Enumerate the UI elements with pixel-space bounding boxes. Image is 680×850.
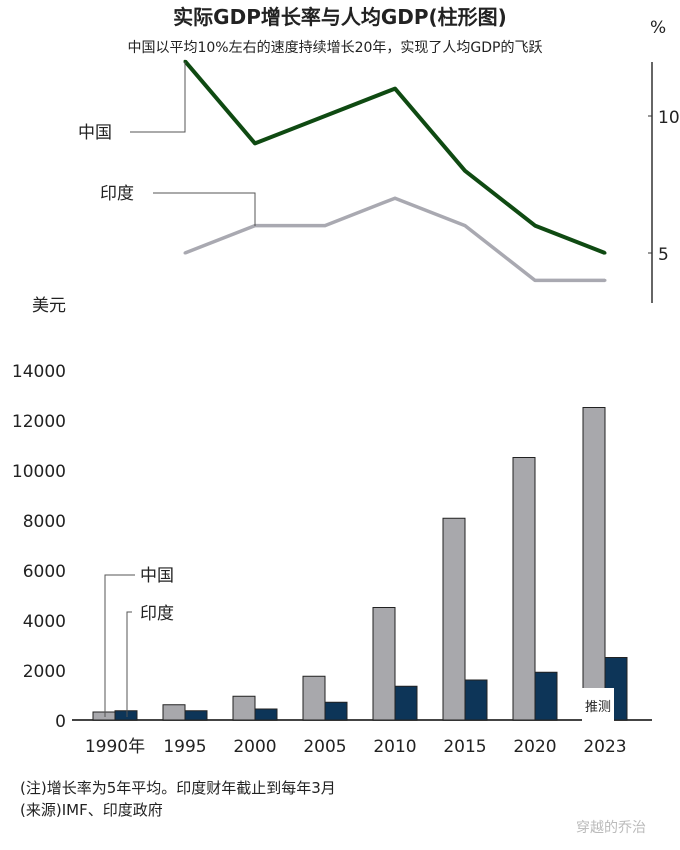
chart-title: 实际GDP增长率与人均GDP(柱形图) — [173, 5, 507, 29]
line-point — [183, 251, 187, 255]
y-tick-label: 2000 — [23, 662, 66, 682]
line-point — [463, 224, 467, 228]
leader-line — [153, 192, 256, 226]
line-point — [533, 278, 537, 282]
line-series-india — [184, 196, 605, 283]
bar-china-2010 — [372, 607, 396, 721]
bar-india-2015 — [464, 679, 488, 721]
legend-china: 中国 — [78, 123, 112, 143]
line-point — [463, 169, 467, 173]
bar-china-1995 — [162, 704, 186, 721]
bar-india-1995 — [184, 710, 208, 721]
chart-subtitle: 中国以平均10%左右的速度持续增长20年，实现了人均GDP的飞跃 — [127, 39, 542, 56]
line-point — [393, 87, 397, 91]
y-tick-label: 8000 — [23, 512, 66, 532]
bar-china-2015 — [442, 517, 466, 721]
y-tick-label: 12000 — [12, 412, 66, 432]
leader-line — [130, 62, 186, 133]
annotation-box — [582, 688, 614, 724]
watermark: 穿越的乔治 — [576, 820, 646, 836]
line-point — [183, 59, 187, 63]
bar-china-2023 — [582, 407, 606, 721]
line-point — [323, 224, 327, 228]
line-point — [603, 278, 607, 282]
legend-india: 印度 — [140, 604, 174, 624]
leader-line — [126, 611, 132, 717]
bar-india-2020 — [534, 671, 558, 721]
x-tick-label: 2020 — [513, 737, 556, 757]
x-tick-label: 2023 — [583, 737, 626, 757]
y-tick-label: 10000 — [12, 462, 66, 482]
x-tick-label: 2015 — [443, 737, 486, 757]
x-tick-label: 2000 — [233, 737, 276, 757]
legend-india: 印度 — [100, 184, 134, 204]
line-point — [253, 141, 257, 145]
line-point — [533, 224, 537, 228]
x-tick-label: 1995 — [163, 737, 206, 757]
leader-line — [104, 574, 135, 717]
line-point — [323, 114, 327, 118]
source-text: (来源)IMF、印度政府 — [20, 801, 163, 819]
annotation-estimate: 推测 — [585, 700, 611, 715]
bar-china-2000 — [232, 695, 256, 721]
y-tick-label: 4000 — [23, 612, 66, 632]
bar-india-2010 — [394, 685, 418, 721]
bar-india-2000 — [254, 708, 278, 721]
bar-india-1990年 — [114, 710, 138, 721]
x-tick-label: 2005 — [303, 737, 346, 757]
note-text: (注)增长率为5年平均。印度财年截止到每年3月 — [20, 779, 336, 797]
line-point — [603, 251, 607, 255]
y-axis-unit: % — [650, 18, 666, 38]
y-tick-label: 6000 — [23, 562, 66, 582]
y-tick-label: 14000 — [12, 362, 66, 382]
bar-china-2020 — [512, 457, 536, 721]
y-tick-label: 0 — [55, 712, 66, 732]
line-point — [393, 196, 397, 200]
bar-chart: 美元 0 2000 4000 6000 8000 10000 12000 14000 1990年 1… — [12, 296, 652, 757]
bar-china-1990年 — [92, 711, 116, 721]
legend-china: 中国 — [140, 566, 174, 586]
y-axis-unit: 美元 — [32, 296, 66, 316]
y-tick-label: 10 — [658, 108, 680, 128]
bar-china-2005 — [302, 675, 326, 721]
bar-india-2005 — [324, 701, 348, 721]
x-tick-label: 1990年 — [85, 737, 145, 757]
y-tick-label: 5 — [658, 245, 669, 265]
x-tick-label: 2010 — [373, 737, 416, 757]
